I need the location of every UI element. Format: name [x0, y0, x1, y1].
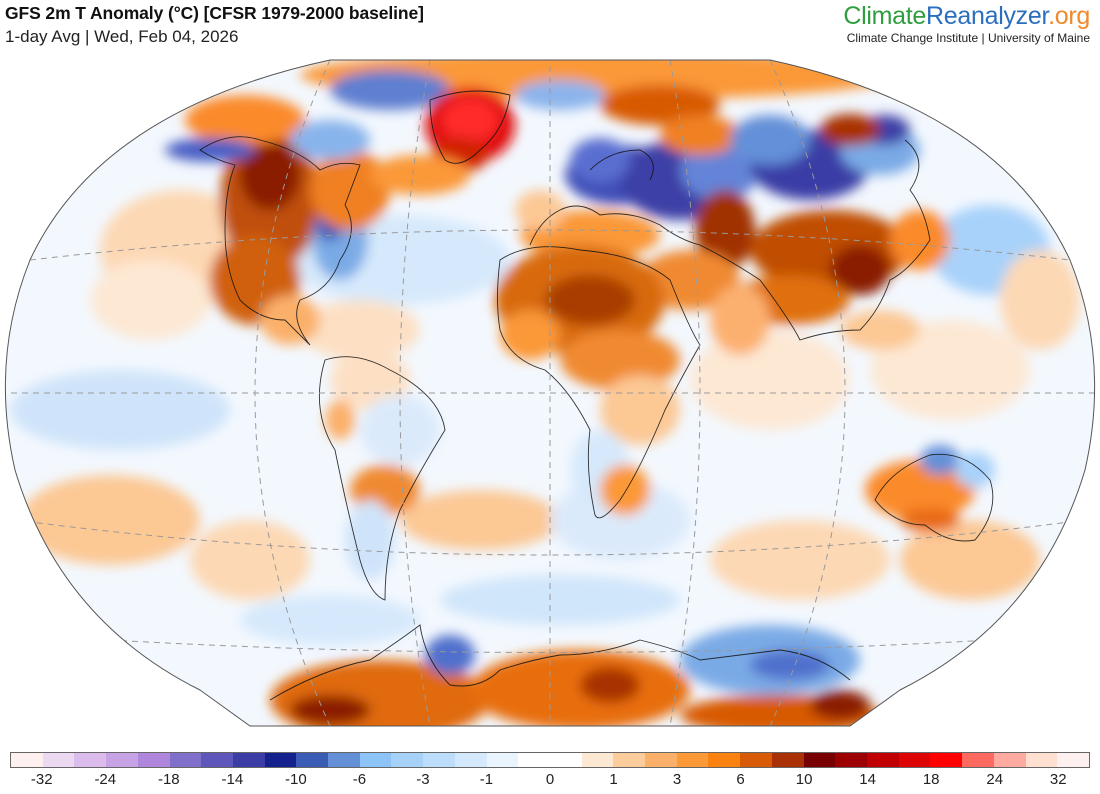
legend-tick-label: -24: [94, 771, 117, 788]
legend-swatch: [740, 753, 772, 767]
legend-tick-label: 14: [859, 771, 876, 788]
legend-swatch: [42, 753, 75, 767]
legend-tick-label: -32: [30, 771, 53, 788]
legend-tick-label: -10: [285, 771, 307, 788]
legend-swatch: [1057, 753, 1089, 767]
legend-swatch: [391, 753, 424, 767]
legend-tick-label: 3: [672, 771, 682, 788]
legend-tick-label: -18: [157, 771, 180, 788]
legend-swatch: [518, 753, 550, 767]
legend-swatch: [613, 753, 646, 767]
legend-tick-label: 1: [609, 771, 618, 788]
brand-tagline: Climate Change Institute | University of…: [846, 31, 1090, 45]
colorbar-ticks: -32 -24 -18 -14 -10 -6 -3 -1 0 1 3 6 10 14 18 24 32: [10, 771, 1090, 791]
graticule: [5, 60, 1095, 726]
legend-tick-label: -3: [416, 771, 430, 788]
legend-tick-label: 18: [922, 771, 940, 788]
legend-swatch: [137, 753, 170, 767]
legend-swatch: [866, 753, 899, 767]
legend-swatch: [264, 753, 297, 767]
map-subtitle: 1-day Avg | Wed, Feb 04, 2026: [5, 27, 239, 46]
legend-swatch: [803, 753, 836, 767]
legend-swatch: [645, 753, 677, 767]
legend-swatch: [74, 753, 107, 767]
legend-swatch: [169, 753, 202, 767]
legend-tick-label: -1: [479, 771, 494, 788]
logo-part-org: .org: [1048, 2, 1090, 30]
brand-block[interactable]: ClimateReanalyzer.org Climate Change Ins…: [843, 2, 1090, 45]
legend-swatch: [835, 753, 867, 767]
legend-swatch: [962, 753, 994, 767]
legend-tick-label: 6: [736, 771, 745, 788]
legend-swatch: [581, 753, 614, 767]
globe-outline: [4, 59, 1096, 727]
legend-swatch: [328, 753, 360, 767]
climate-reanalyzer-logo[interactable]: ClimateReanalyzer.org: [843, 2, 1090, 30]
colorbar-legend: [10, 752, 1090, 768]
legend-swatch: [454, 753, 487, 767]
legend-swatch: [201, 753, 233, 767]
map-title: GFS 2m T Anomaly (°C) [CFSR 1979-2000 ba…: [5, 3, 424, 23]
legend-swatch: [232, 753, 265, 767]
legend-tick-label: 32: [1049, 771, 1067, 788]
legend-tick-label: -6: [352, 771, 367, 788]
legend-swatch: [993, 753, 1026, 767]
legend-swatch: [771, 753, 804, 767]
legend-swatch: [11, 753, 43, 767]
legend-swatch: [486, 753, 519, 767]
legend-swatch: [708, 753, 741, 767]
legend-swatch: [359, 753, 392, 767]
legend-tick-label: 10: [795, 771, 813, 788]
legend-swatch: [1025, 753, 1058, 767]
legend-swatch: [423, 753, 455, 767]
legend-swatch: [296, 753, 329, 767]
anomaly-map: [0, 55, 1100, 735]
legend-swatch: [106, 753, 138, 767]
anomaly-field: [5, 60, 1095, 726]
legend-swatch: [898, 753, 931, 767]
legend-tick-label: 0: [545, 771, 555, 788]
logo-part-climate: Climate: [843, 2, 927, 30]
legend-tick-label: 24: [986, 771, 1004, 788]
coastlines: [199, 90, 994, 701]
legend-swatch: [930, 753, 963, 767]
logo-part-reanalyzer: Reanalyzer: [926, 2, 1049, 30]
legend-swatch: [676, 753, 709, 767]
legend-tick-label: -14: [221, 771, 244, 788]
legend-swatch: [549, 753, 582, 767]
